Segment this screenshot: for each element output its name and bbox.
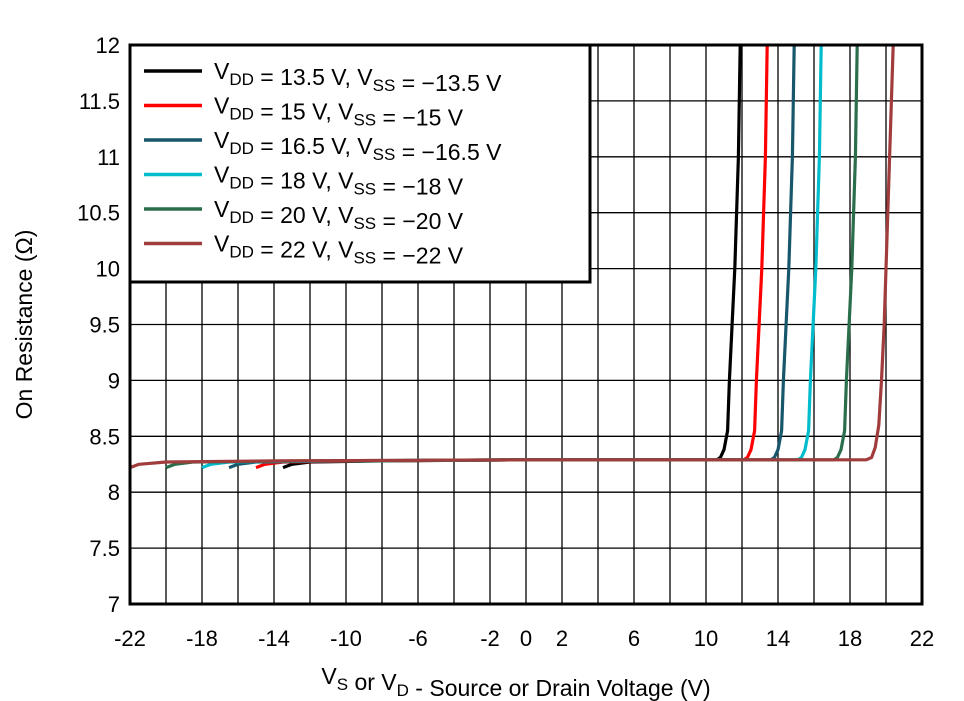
y-tick-labels: 7 7.5 8 8.5 9 9.5 10 10.5 11 11.5 12 xyxy=(77,33,120,617)
x-tick-label: -14 xyxy=(258,626,290,651)
y-axis-label: On Resistance (Ω) xyxy=(11,230,37,420)
legend-entry: VDD = 22 V, VSS = −22 V xyxy=(214,231,464,269)
y-tick-label: 7 xyxy=(108,592,120,617)
x-axis-label: VS or VD - Source or Drain Voltage (V) xyxy=(321,663,710,701)
legend-entry: VDD = 15 V, VSS = −15 V xyxy=(214,93,464,131)
x-tick-label: 0 xyxy=(520,626,532,651)
x-tick-labels: -22 -18 -14 -10 -6 -2 0 2 6 10 14 18 22 xyxy=(114,626,934,651)
x-tick-label: 18 xyxy=(838,626,862,651)
x-tick-label: 2 xyxy=(556,626,568,651)
y-tick-label: 12 xyxy=(96,33,120,58)
legend-box xyxy=(128,43,592,284)
plot-frame xyxy=(128,43,924,606)
series-group xyxy=(129,44,895,470)
y-tick-label: 10 xyxy=(96,257,120,282)
y-tick-label: 8 xyxy=(108,480,120,505)
x-tick-label: 22 xyxy=(910,626,934,651)
x-tick-label: 6 xyxy=(628,626,640,651)
x-tick-label: 14 xyxy=(766,626,790,651)
y-tick-label: 8.5 xyxy=(89,424,120,449)
x-tick-label: -22 xyxy=(114,626,146,651)
legend-entry: VDD = 16.5 V, VSS = −16.5 V xyxy=(214,127,502,165)
legend-entry: VDD = 13.5 V, VSS = −13.5 V xyxy=(214,58,502,96)
y-tick-label: 10.5 xyxy=(77,201,120,226)
x-tick-label: -10 xyxy=(330,626,362,651)
x-tick-label: -18 xyxy=(186,626,218,651)
x-tick-label: 10 xyxy=(694,626,718,651)
y-tick-label: 11.5 xyxy=(79,89,120,114)
x-tick-label: -2 xyxy=(480,626,500,651)
legend-entry: VDD = 20 V, VSS = −20 V xyxy=(214,196,464,234)
legend-entry: VDD = 18 V, VSS = −18 V xyxy=(214,162,464,200)
y-tick-label: 11 xyxy=(97,145,120,170)
series-line xyxy=(129,44,895,470)
x-tick-label: -6 xyxy=(408,626,428,651)
y-tick-label: 9.5 xyxy=(89,313,120,338)
y-tick-label: 9 xyxy=(108,368,120,393)
y-tick-label: 7.5 xyxy=(89,536,120,561)
